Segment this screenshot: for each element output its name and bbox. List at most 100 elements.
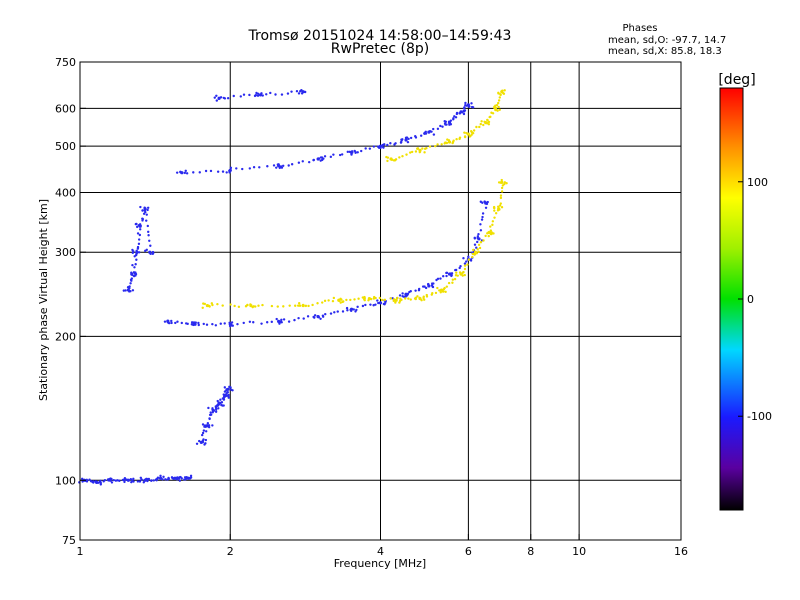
data-point-scatter [197, 323, 200, 327]
data-point-scatter [492, 232, 495, 235]
data-point-interp [409, 151, 412, 154]
data-point-interp [459, 264, 462, 268]
data-point-scatter [497, 105, 500, 109]
data-point-interp [257, 304, 260, 307]
data-point-scatter [355, 308, 358, 312]
data-point-scatter [135, 222, 138, 226]
data-points [78, 89, 508, 486]
data-point-scatter [418, 150, 422, 154]
data-point-interp [287, 320, 291, 323]
data-point-scatter [339, 301, 342, 304]
data-point-interp [260, 322, 263, 325]
data-point-interp [138, 223, 141, 227]
data-point-scatter [304, 304, 308, 308]
data-point-interp [145, 219, 148, 222]
data-point-scatter [505, 181, 508, 185]
data-point-interp [148, 239, 151, 243]
data-point-interp [219, 322, 222, 325]
data-point-interp [479, 223, 482, 226]
data-point-interp [129, 282, 132, 285]
data-point-scatter [135, 252, 138, 255]
data-point-scatter [147, 477, 151, 481]
data-point-interp [288, 304, 291, 307]
data-point-scatter [319, 159, 322, 162]
data-point-interp [345, 298, 348, 302]
data-point-interp [463, 106, 466, 109]
data-point-scatter [476, 235, 480, 238]
data-point-scatter [351, 151, 354, 154]
data-point-interp [482, 239, 485, 242]
data-point-scatter [363, 297, 366, 300]
data-point-interp [139, 228, 142, 231]
colorbar-label: [deg] [718, 72, 755, 88]
data-point-interp [480, 218, 484, 221]
data-point-interp [311, 303, 314, 307]
data-point-interp [341, 310, 345, 313]
data-point-interp [302, 317, 305, 320]
data-point-interp [389, 297, 392, 300]
data-point-scatter [420, 299, 423, 302]
data-point-scatter [445, 141, 449, 145]
data-point-interp [174, 321, 177, 325]
data-point-interp [307, 160, 311, 164]
data-point-interp [136, 245, 140, 249]
data-point-scatter [255, 91, 258, 95]
data-point-interp [494, 212, 498, 215]
data-point-scatter [400, 138, 403, 141]
data-point-scatter [195, 442, 199, 445]
data-point-interp [389, 142, 392, 145]
data-point-scatter [490, 232, 493, 236]
data-point-interp [458, 136, 462, 139]
data-point-interp [434, 144, 437, 148]
data-point-interp [198, 171, 201, 174]
data-point-scatter [163, 320, 167, 323]
data-point-scatter [418, 296, 421, 300]
data-point-scatter [207, 425, 211, 429]
data-point-interp [382, 143, 385, 146]
data-point-interp [282, 305, 285, 308]
data-point-interp [116, 479, 119, 482]
data-point-interp [167, 477, 171, 481]
data-point-scatter [386, 159, 389, 163]
data-point-scatter [442, 290, 445, 293]
data-point-interp [475, 246, 478, 249]
data-point-interp [202, 438, 205, 441]
data-point-interp [186, 322, 189, 326]
data-point-scatter [203, 302, 207, 306]
data-point-interp [436, 277, 440, 280]
data-point-scatter [300, 92, 304, 95]
data-point-scatter [493, 209, 496, 212]
data-point-scatter [500, 178, 503, 182]
data-point-interp [357, 297, 360, 300]
data-point-interp [374, 303, 377, 306]
data-point-scatter [416, 147, 419, 150]
data-point-interp [346, 309, 349, 312]
data-point-interp [471, 255, 474, 259]
data-point-scatter [178, 479, 182, 482]
data-point-interp [297, 161, 301, 164]
data-point-interp [176, 320, 179, 323]
data-point-scatter [230, 321, 234, 324]
data-point-scatter [194, 321, 197, 324]
data-point-interp [206, 422, 210, 425]
data-point-interp [410, 150, 414, 154]
data-point-interp [497, 101, 500, 105]
colorbar-tick-label: 100 [747, 176, 768, 189]
data-point-interp [180, 321, 183, 325]
data-point-scatter [145, 248, 148, 252]
data-point-interp [202, 322, 205, 326]
data-point-scatter [332, 296, 336, 300]
data-point-scatter [142, 481, 145, 484]
data-point-interp [489, 225, 492, 228]
data-point-interp [353, 298, 356, 301]
colorbar-tick-label: -100 [747, 410, 772, 423]
data-point-interp [322, 157, 325, 160]
data-point-scatter [369, 297, 373, 301]
data-point-scatter [497, 205, 500, 208]
y-tick-label: 500 [55, 140, 76, 153]
data-point-scatter [400, 140, 403, 144]
y-axis-label: Stationary phase Virtual Height [km] [37, 199, 50, 401]
data-point-interp [323, 155, 327, 158]
data-point-scatter [204, 438, 208, 442]
data-point-interp [484, 206, 488, 209]
